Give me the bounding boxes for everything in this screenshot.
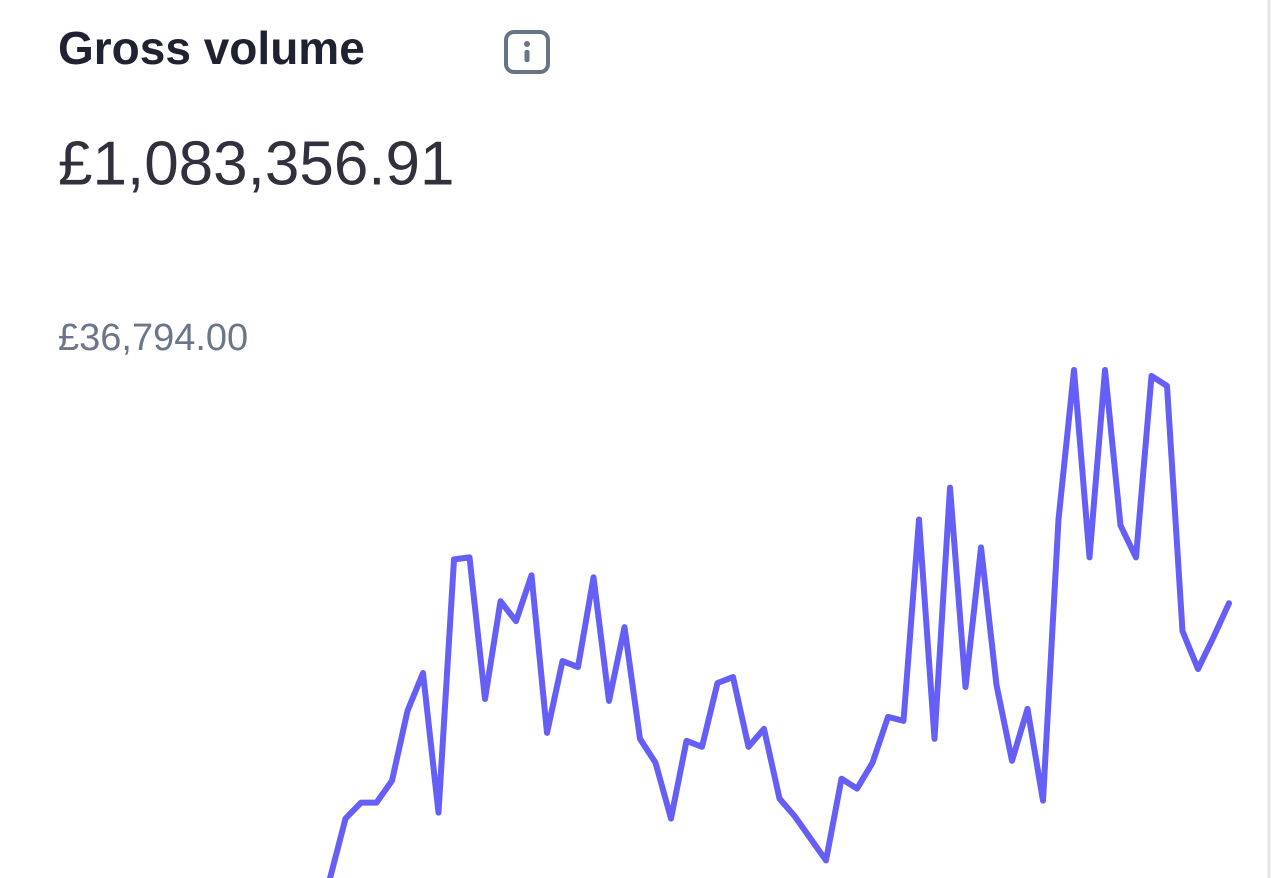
max-value-label: £36,794.00 [58, 317, 248, 359]
volume-line [327, 367, 1232, 878]
info-icon[interactable] [504, 30, 550, 74]
card-title: Gross volume [58, 22, 365, 74]
total-amount: £1,083,356.91 [58, 129, 455, 198]
